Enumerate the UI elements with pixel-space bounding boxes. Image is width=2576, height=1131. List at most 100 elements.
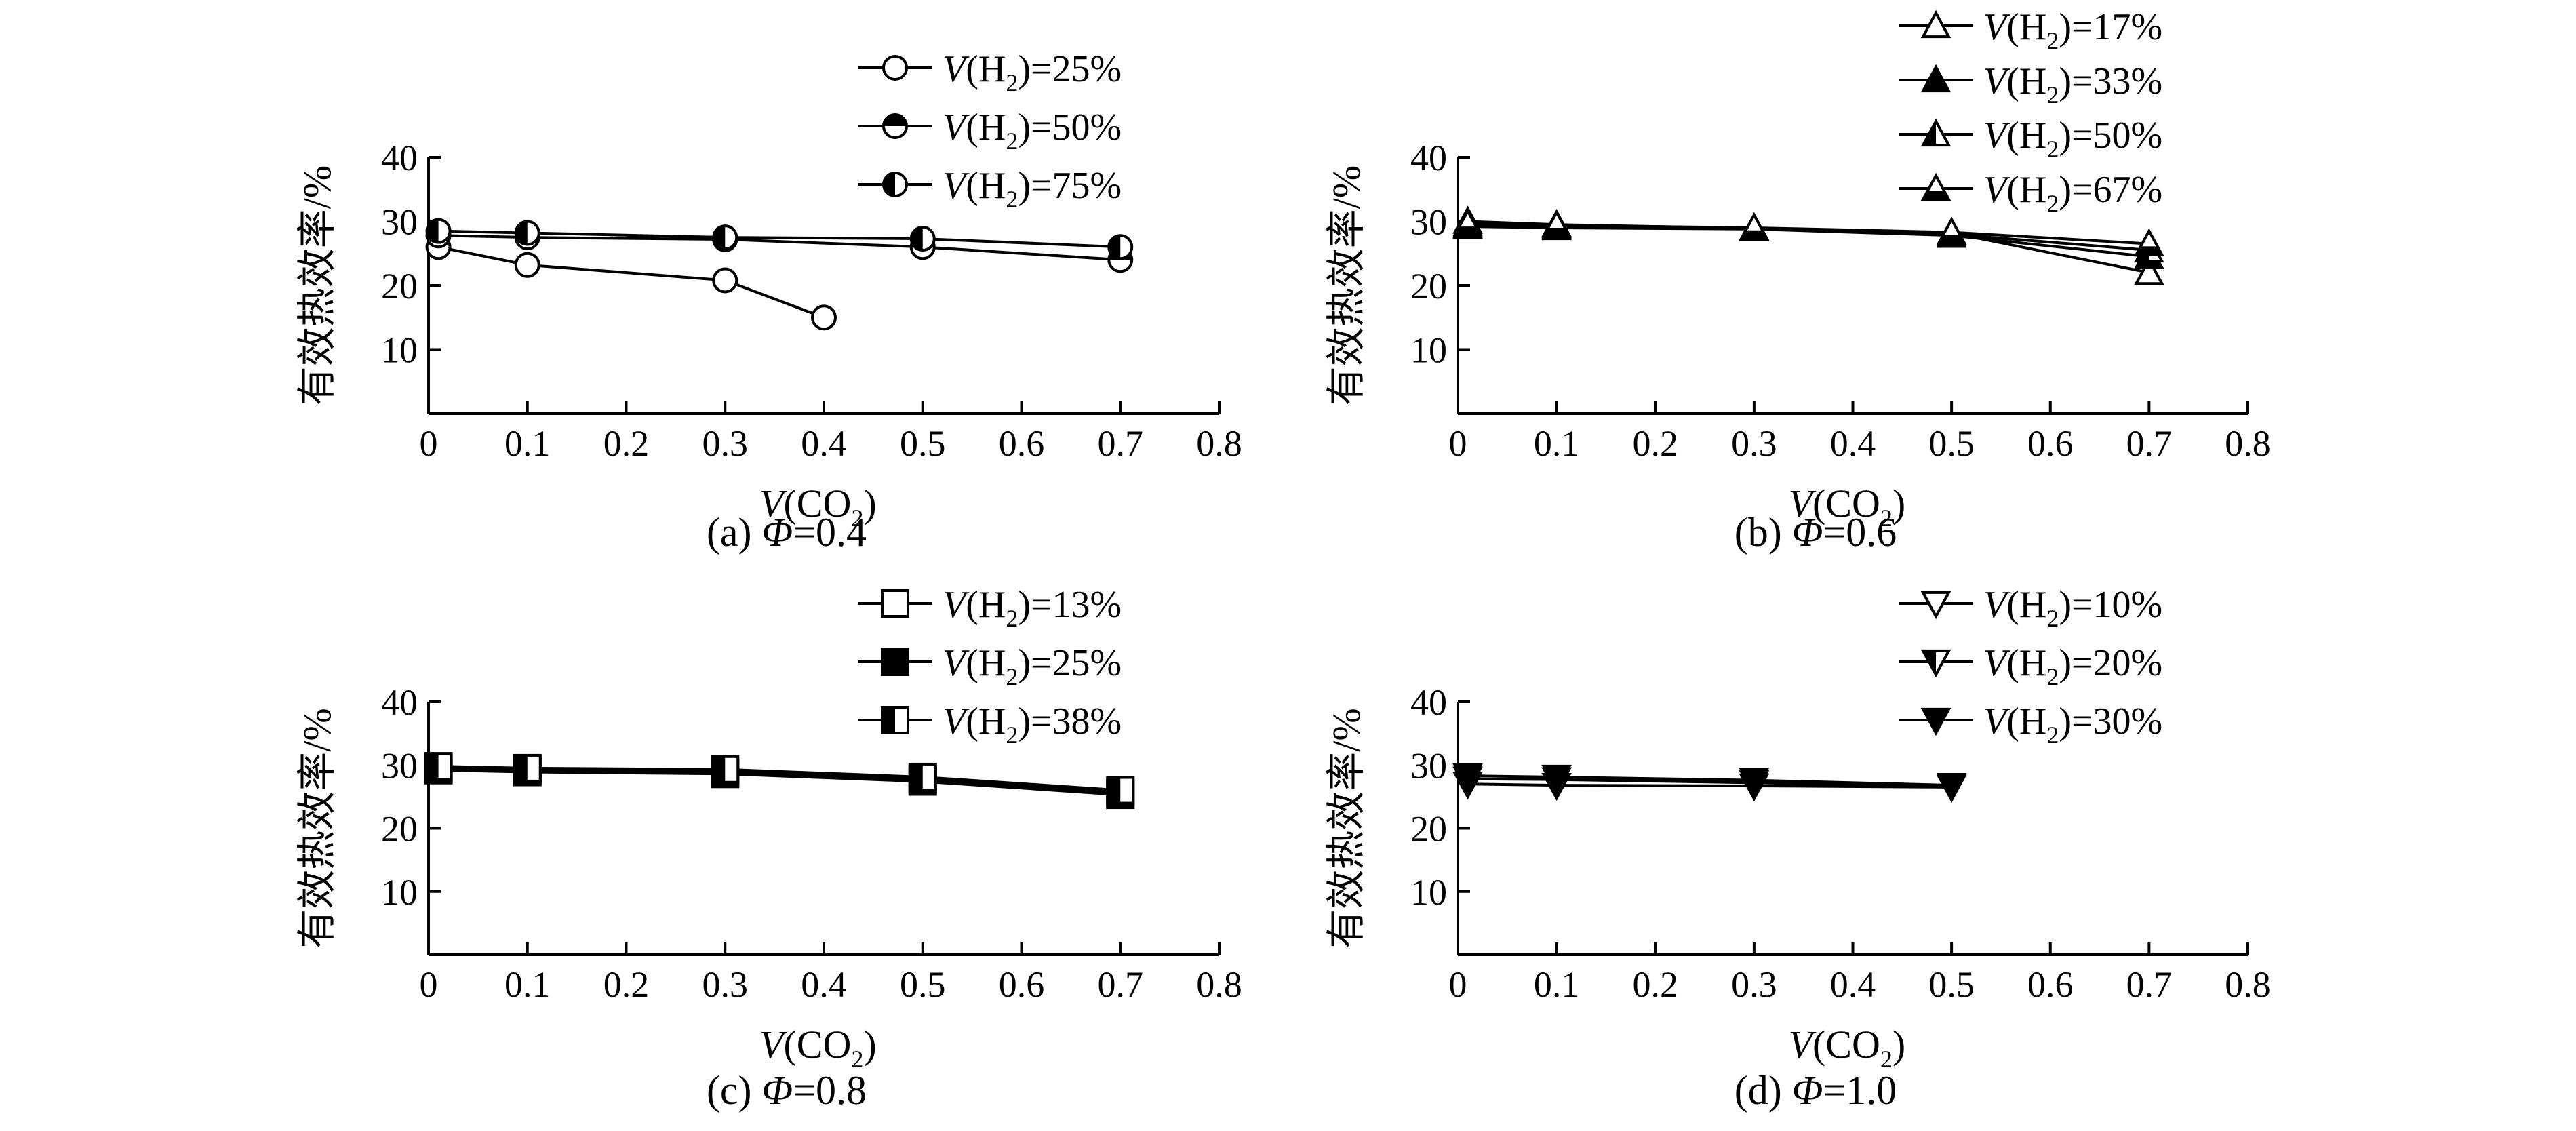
x-tick-label: 0.4: [1830, 964, 1876, 1005]
data-point: [514, 252, 540, 278]
legend-entry: V(H2)=50%: [1899, 115, 2162, 163]
series-1: [425, 234, 837, 331]
series-4: [1452, 208, 2164, 256]
x-tick-label: 0.8: [1196, 964, 1242, 1005]
x-tick-label: 0.6: [999, 423, 1045, 464]
legend-entry: V(H2)=13%: [858, 584, 1122, 632]
legend-entry: V(H2)=25%: [858, 642, 1122, 690]
y-tick-label: 20: [1410, 809, 1447, 850]
y-tick-label: 10: [381, 330, 418, 371]
x-tick-label: 0.2: [603, 964, 650, 1005]
x-tick-label: 0.2: [603, 423, 650, 464]
x-tick-label: 0.2: [1633, 964, 1679, 1005]
y-tick-label: 20: [381, 809, 418, 850]
x-tick-label: 0: [1449, 423, 1467, 464]
legend-label: V(H2)=67%: [1983, 169, 2162, 217]
x-tick-label: 0.3: [1731, 423, 1777, 464]
x-tick-label: 0.7: [1098, 423, 1144, 464]
data-point: [2134, 256, 2164, 285]
y-axis-label: 有效热效率/%: [295, 165, 339, 405]
x-tick-label: 0: [420, 423, 438, 464]
x-tick-label: 0.2: [1633, 423, 1679, 464]
legend-marker: [1920, 64, 1951, 93]
y-tick-label: 40: [381, 138, 418, 178]
legend-label: V(H2)=20%: [1983, 642, 2162, 690]
legend-marker: [1920, 707, 1951, 736]
x-tick-label: 0.1: [1534, 423, 1580, 464]
y-tick-label: 30: [381, 202, 418, 243]
y-axis-label: 有效热效率/%: [1324, 708, 1368, 948]
legend-label: V(H2)=50%: [943, 106, 1122, 155]
legend-label: V(H2)=38%: [943, 700, 1122, 749]
y-tick-label: 40: [381, 682, 418, 723]
x-tick-label: 0.5: [1928, 423, 1975, 464]
legend-entry: V(H2)=20%: [1899, 642, 2162, 690]
legend-entry: V(H2)=75%: [858, 165, 1122, 213]
legend-marker: [881, 648, 909, 676]
series-3: [424, 752, 1135, 805]
legend-marker: [1920, 9, 1951, 39]
chart-panel-b: 0 0.1 0.2 0.3 0.4 0.5 0.6 0.7 0.8 10 20 30 40 有效热效率/%…: [1324, 6, 2271, 555]
y-tick-label: 30: [1410, 202, 1447, 243]
legend-entry: V(H2)=17%: [1899, 6, 2162, 54]
legend-label: V(H2)=10%: [1983, 584, 2162, 632]
series-line: [438, 234, 1121, 262]
x-tick-label: 0.6: [999, 964, 1045, 1005]
x-tick-label: 0.1: [1534, 964, 1580, 1005]
series-line: [1467, 777, 1952, 788]
legend-entry: V(H2)=67%: [1899, 169, 2162, 217]
series-line: [1467, 782, 1952, 789]
x-tick-label: 0.4: [801, 964, 847, 1005]
y-tick-label: 40: [1410, 138, 1447, 178]
y-tick-label: 30: [381, 745, 418, 786]
x-tick-label: 0.4: [801, 423, 847, 464]
x-tick-label: 0.3: [702, 423, 749, 464]
x-tick-label: 0.1: [504, 964, 551, 1005]
x-tick-label: 0.3: [702, 964, 749, 1005]
legend-label: V(H2)=25%: [943, 642, 1122, 690]
panel-caption: (c) Φ=0.8: [707, 1068, 867, 1113]
legend-marker: [882, 55, 908, 81]
legend-entry: V(H2)=25%: [858, 48, 1122, 96]
chart-panel-c: 0 0.1 0.2 0.3 0.4 0.5 0.6 0.7 0.8 10 20 30 40 有效热效率/%…: [295, 584, 1242, 1113]
chart-panel-d: 0 0.1 0.2 0.3 0.4 0.5 0.6 0.7 0.8 10 20 30 40 有效热效率/%…: [1324, 584, 2271, 1113]
x-tick-label: 0.3: [1731, 964, 1777, 1005]
series-3: [1452, 763, 1967, 801]
series-line: [438, 229, 1121, 249]
legend-label: V(H2)=17%: [1983, 6, 2162, 54]
x-tick-label: 0: [1449, 964, 1467, 1005]
x-tick-label: 0.5: [1928, 964, 1975, 1005]
legend-label: V(H2)=33%: [1983, 60, 2162, 108]
data-point: [1541, 764, 1572, 793]
x-tick-label: 0.7: [1098, 964, 1144, 1005]
legend-entry: V(H2)=30%: [1899, 700, 2162, 749]
x-tick-label: 0.6: [2027, 964, 2074, 1005]
data-point: [712, 267, 738, 294]
series-line: [1467, 774, 1952, 787]
panel-caption: (a) Φ=0.4: [707, 510, 867, 555]
legend-entry: V(H2)=33%: [1899, 60, 2162, 108]
series-line: [438, 245, 825, 319]
legend-entry: V(H2)=50%: [858, 106, 1122, 155]
x-tick-label: 0.8: [1196, 423, 1242, 464]
legend-entry: V(H2)=10%: [1899, 584, 2162, 632]
x-tick-label: 0.7: [2126, 964, 2173, 1005]
series-3: [425, 218, 1134, 260]
y-tick-label: 10: [381, 872, 418, 913]
legend-label: V(H2)=13%: [943, 584, 1122, 632]
y-tick-label: 10: [1410, 330, 1447, 371]
x-axis-label: V(CO2): [759, 1023, 877, 1073]
x-tick-label: 0.1: [504, 423, 551, 464]
legend-label: V(H2)=30%: [1983, 700, 2162, 749]
legend-label: V(H2)=25%: [943, 48, 1122, 96]
x-tick-label: 0.4: [1830, 423, 1876, 464]
y-axis-label: 有效热效率/%: [295, 708, 339, 948]
legend-marker: [881, 589, 909, 618]
data-point: [811, 304, 837, 331]
panel-caption: (b) Φ=0.6: [1735, 510, 1897, 555]
data-point: [1452, 763, 1483, 792]
y-tick-label: 20: [381, 266, 418, 306]
y-tick-label: 10: [1410, 872, 1447, 913]
x-axis-label: V(CO2): [759, 481, 877, 532]
x-tick-label: 0.6: [2027, 423, 2074, 464]
